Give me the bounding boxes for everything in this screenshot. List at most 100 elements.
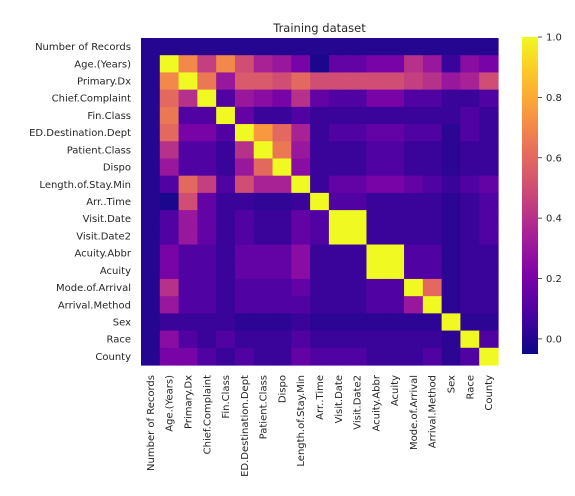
x-tick-label: Length.of.Stay.Min <box>296 375 307 467</box>
heatmap-cell <box>159 158 180 177</box>
heatmap-cell <box>141 89 161 108</box>
heatmap-cell <box>328 124 349 142</box>
x-tick-label: ED.Destination.Dept <box>240 375 251 477</box>
heatmap-cell <box>385 192 405 211</box>
heatmap-cell <box>422 192 443 211</box>
heatmap-cell <box>291 55 311 74</box>
heatmap-cell <box>178 175 198 194</box>
heatmap-cell <box>141 227 161 246</box>
heatmap-cell <box>441 158 462 177</box>
heatmap-cell <box>310 227 330 246</box>
heatmap-cell <box>328 72 349 91</box>
heatmap-cell <box>216 124 236 142</box>
heatmap-cell <box>422 347 443 366</box>
heatmap-cell <box>404 261 424 280</box>
y-tick-label: Number of Records <box>35 42 131 53</box>
heatmap-cell <box>216 330 236 349</box>
heatmap-cell <box>197 106 217 125</box>
heatmap-cell <box>178 330 198 349</box>
heatmap-cell <box>366 55 386 74</box>
heatmap-cell <box>310 106 330 125</box>
heatmap-cell <box>460 227 480 246</box>
heatmap-cell <box>197 278 217 297</box>
heatmap-cell <box>159 192 180 211</box>
heatmap-cell <box>216 38 236 56</box>
heatmap-cell <box>422 296 443 314</box>
heatmap-cell <box>366 106 386 125</box>
heatmap-cell <box>272 296 292 314</box>
heatmap-cell <box>216 210 236 228</box>
heatmap-cell <box>310 244 330 263</box>
heatmap-cell <box>272 175 292 194</box>
colorbar-tick-label: 0.6 <box>546 153 562 164</box>
heatmap-cell <box>422 124 443 142</box>
heatmap-cell <box>272 347 292 366</box>
x-tick-label: County <box>484 375 495 411</box>
heatmap-cell <box>328 89 349 108</box>
heatmap-cell <box>460 347 480 366</box>
heatmap-cell <box>197 347 217 366</box>
heatmap-cell <box>197 38 217 56</box>
heatmap-cell <box>366 124 386 142</box>
heatmap-cell <box>347 106 368 125</box>
heatmap-cell <box>422 244 443 263</box>
heatmap-cell <box>178 296 198 314</box>
heatmap-cell <box>441 313 462 332</box>
heatmap-cell <box>441 210 462 228</box>
heatmap-cell <box>479 296 499 314</box>
heatmap-cell <box>310 261 330 280</box>
x-tick-label: Sex <box>447 375 458 393</box>
x-tick-label: Visit.Date2 <box>353 375 364 430</box>
heatmap-cell <box>216 89 236 108</box>
heatmap-cell <box>479 244 499 263</box>
heatmap-cell <box>141 141 161 160</box>
x-tick-label: Number of Records <box>146 375 157 471</box>
heatmap-cell <box>310 347 330 366</box>
heatmap-cell <box>422 210 443 228</box>
x-tick-label: Primary.Dx <box>183 375 194 429</box>
heatmap-cell <box>159 261 180 280</box>
heatmap-cell <box>141 175 161 194</box>
heatmap-cell <box>291 158 311 177</box>
heatmap-cell <box>291 141 311 160</box>
heatmap-cell <box>272 124 292 142</box>
x-tick-label: Patient.Class <box>259 375 270 439</box>
heatmap-cell <box>460 55 480 74</box>
chart-title: Training dataset <box>272 21 366 35</box>
heatmap-cells <box>141 38 499 366</box>
heatmap-cell <box>441 38 462 56</box>
heatmap-cell <box>404 141 424 160</box>
heatmap-cell <box>479 210 499 228</box>
heatmap-cell <box>404 347 424 366</box>
heatmap-cell <box>253 278 274 297</box>
heatmap-cell <box>141 313 161 332</box>
heatmap-cell <box>197 55 217 74</box>
heatmap-cell <box>460 175 480 194</box>
heatmap-cell <box>404 278 424 297</box>
heatmap-cell <box>141 192 161 211</box>
heatmap-cell <box>234 72 255 91</box>
x-tick-label: Race <box>465 375 476 400</box>
heatmap-cell <box>197 296 217 314</box>
heatmap-cell <box>234 55 255 74</box>
heatmap-cell <box>234 296 255 314</box>
heatmap-cell <box>291 296 311 314</box>
heatmap-cell <box>422 227 443 246</box>
heatmap-cell <box>385 89 405 108</box>
heatmap-cell <box>441 175 462 194</box>
heatmap-cell <box>479 347 499 366</box>
heatmap-cell <box>479 330 499 349</box>
heatmap-cell <box>328 296 349 314</box>
heatmap-cell <box>441 227 462 246</box>
heatmap-cell <box>272 227 292 246</box>
y-tick-label: Visit.Date2 <box>76 231 131 242</box>
heatmap-cell <box>216 227 236 246</box>
heatmap-cell <box>272 330 292 349</box>
x-tick-label: Acuity.Abbr <box>371 374 382 431</box>
y-tick-label: Patient.Class <box>67 145 131 156</box>
colorbar-tick-label: 0.8 <box>546 93 562 104</box>
heatmap-cell <box>347 244 368 263</box>
heatmap-cell <box>159 124 180 142</box>
heatmap-cell <box>366 313 386 332</box>
heatmap-cell <box>366 158 386 177</box>
